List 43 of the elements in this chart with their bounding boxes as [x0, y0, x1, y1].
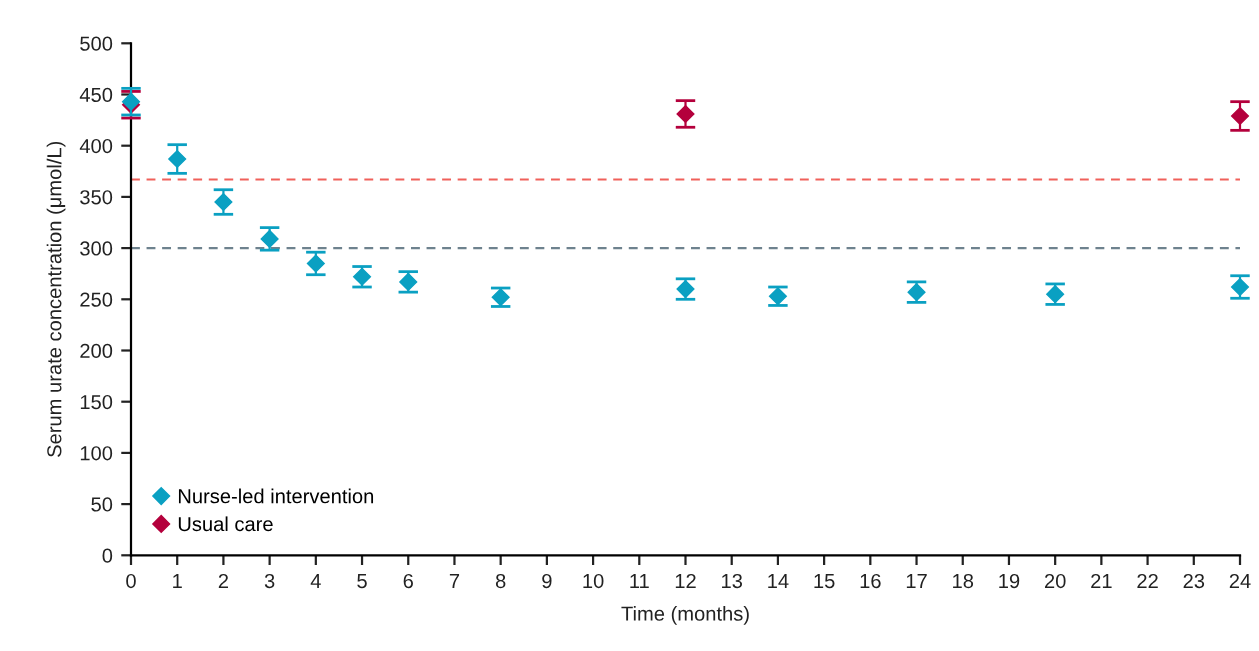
x-tick-label: 16 [860, 573, 881, 589]
y-tick-label: 50 [91, 497, 113, 512]
point [1230, 106, 1250, 126]
y-axis-title: Serum urate concentration (μmol/L) [46, 141, 66, 457]
x-tick-label: 11 [630, 574, 649, 588]
x-tick-label: 21 [1091, 573, 1112, 588]
legend-label: Nurse-led intervention [178, 488, 374, 504]
y-tick-label: 300 [80, 241, 113, 256]
x-tick-label: 19 [999, 573, 1020, 589]
x-tick-label: 14 [768, 574, 789, 588]
x-tick-label: 0 [126, 573, 136, 589]
x-tick-label: 18 [953, 573, 974, 589]
x-tick-label: 22 [1137, 573, 1158, 588]
x-tick-label: 3 [264, 573, 275, 589]
x-tick-label: 7 [449, 574, 460, 588]
x-tick-label: 20 [1044, 573, 1066, 589]
x-tick-label: 5 [357, 574, 367, 589]
y-tick-label: 250 [80, 292, 113, 307]
point [676, 104, 695, 123]
y-tick-label: 200 [80, 343, 113, 358]
y-tick-label: 450 [79, 87, 113, 102]
y-tick-label: 0 [102, 548, 113, 563]
y-tick-label: 400 [79, 138, 113, 154]
x-tick-label: 4 [310, 574, 321, 588]
x-tick-label: 23 [1183, 573, 1205, 589]
y-tick-label: 100 [80, 446, 113, 461]
x-tick-label: 6 [403, 573, 413, 589]
x-tick-label: 8 [495, 573, 506, 589]
x-tick-label: 9 [542, 573, 552, 589]
x-tick-label: 15 [814, 574, 835, 589]
x-axis-title: Time (months) [621, 606, 749, 625]
x-tick-label: 24 [1229, 573, 1251, 588]
y-tick-label: 150 [80, 394, 113, 410]
x-tick-label: 2 [218, 573, 229, 588]
point [168, 149, 187, 169]
y-tick-label: 350 [80, 190, 113, 205]
legend-label: Usual care [178, 516, 273, 532]
x-tick-label: 10 [583, 573, 604, 589]
x-tick-label: 12 [675, 573, 696, 588]
x-tick-label: 13 [722, 573, 743, 589]
y-tick-label: 500 [80, 36, 113, 51]
x-tick-label: 1 [173, 574, 182, 588]
x-tick-label: 17 [906, 574, 927, 588]
